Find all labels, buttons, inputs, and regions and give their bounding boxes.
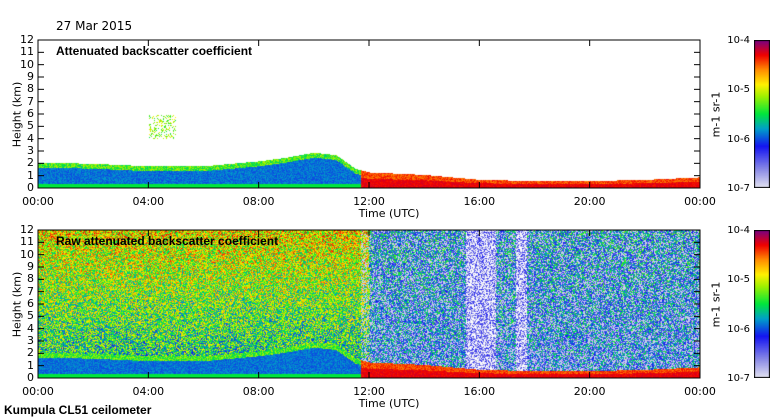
- y-tick-label: 7: [27, 284, 34, 298]
- y-tick-label: 8: [27, 82, 34, 96]
- y-tick-label: 10: [20, 57, 34, 71]
- y-tick-label: 0: [27, 371, 34, 384]
- footer-label: Kumpula CL51 ceilometer: [4, 403, 152, 417]
- y-tick-label: 3: [27, 334, 34, 347]
- x-tick-label: 00:00: [22, 195, 54, 208]
- y-tick-label: 5: [27, 119, 34, 133]
- colorbar-tick-label: 10-6: [727, 133, 750, 145]
- plot-frame: [37, 229, 701, 379]
- y-tick-label: 4: [27, 131, 34, 145]
- x-tick-label: 16:00: [463, 195, 496, 208]
- y-tick-label: 9: [27, 70, 34, 83]
- x-tick-label: 20:00: [573, 385, 606, 398]
- panel-title: Raw attenuated backscatter coefficient: [56, 234, 279, 248]
- y-tick-label: 6: [27, 297, 34, 310]
- x-axis-label: Time (UTC): [358, 397, 420, 410]
- y-tick-label: 1: [27, 168, 34, 182]
- x-tick-label: 04:00: [132, 195, 165, 208]
- y-tick-label: 4: [27, 321, 34, 335]
- colorbar: [754, 40, 770, 188]
- x-tick-label: 12:00: [353, 385, 385, 398]
- colorbar-tick-label: 10-7: [727, 183, 750, 194]
- colorbar-label: m-1 sr-1: [709, 91, 723, 138]
- y-tick-label: 3: [27, 144, 34, 157]
- y-tick-label: 1: [27, 358, 34, 372]
- y-tick-label: 10: [20, 247, 34, 261]
- raw-backscatter-heatmap: [38, 230, 700, 378]
- y-tick-label: 7: [27, 94, 34, 108]
- x-axis-label: Time (UTC): [358, 207, 420, 220]
- panel-title: Attenuated backscatter coefficient: [56, 44, 253, 58]
- x-tick-label: 20:00: [573, 195, 606, 208]
- colorbar-label: m-1 sr-1: [709, 281, 723, 328]
- y-tick-label: 12: [20, 33, 34, 46]
- date-label: 27 Mar 2015: [56, 19, 133, 33]
- colorbar-tick-label: 10-7: [727, 373, 750, 384]
- y-tick-label: 12: [20, 223, 34, 236]
- colorbar: [754, 230, 770, 378]
- colorbar-tick-label: 10-5: [727, 274, 750, 286]
- x-tick-label: 00:00: [684, 385, 716, 398]
- y-tick-label: 9: [27, 260, 34, 273]
- y-tick-label: 11: [20, 45, 34, 59]
- x-tick-label: 08:00: [242, 195, 275, 208]
- x-tick-label: 08:00: [242, 385, 275, 398]
- y-axis-label: Height (km): [10, 81, 24, 148]
- y-axis-label: Height (km): [10, 271, 24, 338]
- y-tick-label: 6: [27, 107, 34, 120]
- x-tick-label: 00:00: [22, 385, 54, 398]
- colorbar-tick-label: 10-6: [727, 323, 750, 335]
- x-tick-label: 12:00: [353, 195, 385, 208]
- y-tick-label: 11: [20, 235, 34, 249]
- y-tick-label: 0: [27, 181, 34, 194]
- y-tick-label: 5: [27, 309, 34, 323]
- y-tick-label: 2: [27, 346, 34, 360]
- colorbar-tick-label: 10-4: [727, 35, 750, 46]
- y-tick-label: 8: [27, 272, 34, 286]
- x-tick-label: 04:00: [132, 385, 165, 398]
- y-tick-label: 2: [27, 156, 34, 170]
- plot-frame: [37, 39, 701, 189]
- backscatter-heatmap: [38, 40, 700, 188]
- x-tick-label: 00:00: [684, 195, 716, 208]
- colorbar-tick-label: 10-5: [727, 84, 750, 96]
- x-tick-label: 16:00: [463, 385, 496, 398]
- colorbar-tick-label: 10-4: [727, 225, 750, 236]
